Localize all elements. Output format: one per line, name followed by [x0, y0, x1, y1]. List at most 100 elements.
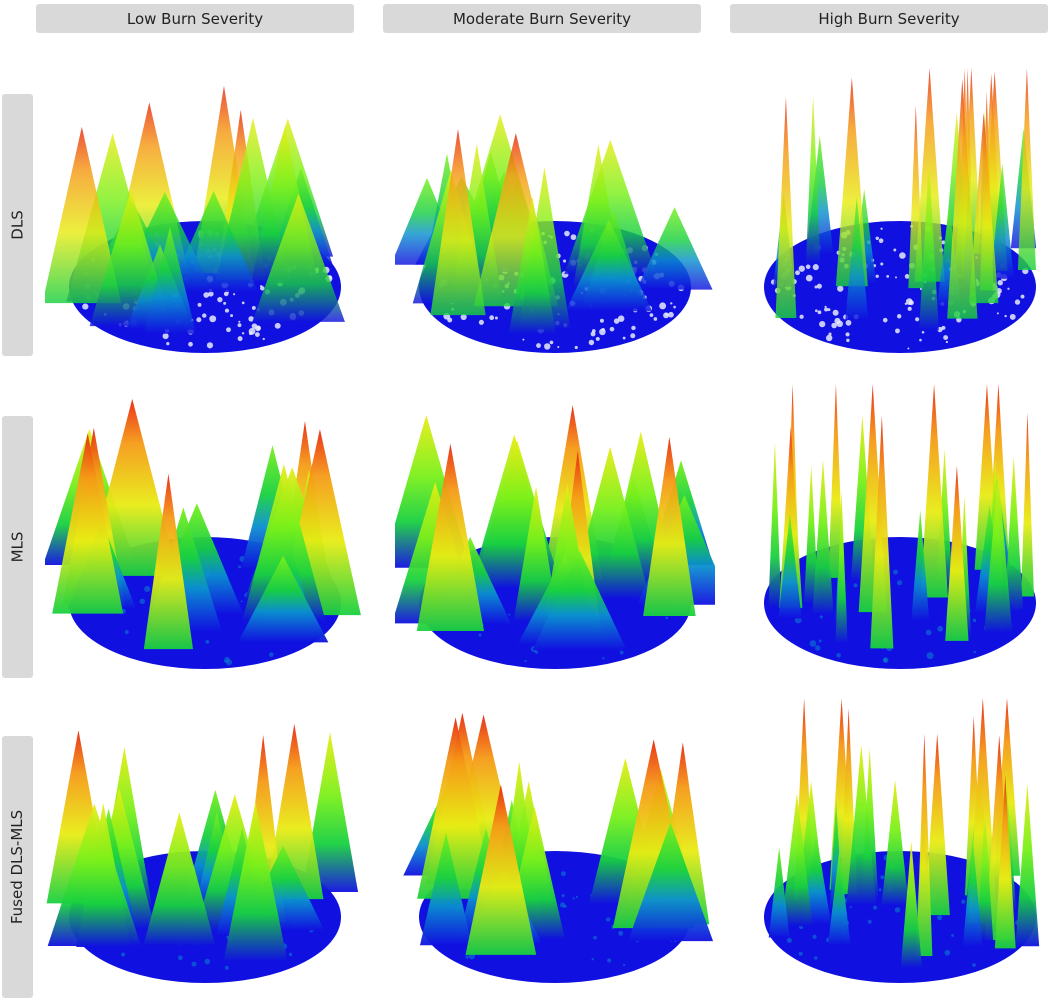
tree-point-cluster: [990, 163, 1014, 279]
point: [139, 598, 145, 605]
point: [562, 259, 567, 263]
tree-point-cluster: [636, 207, 713, 290]
point-cloud-image: [45, 85, 345, 353]
point: [827, 308, 831, 312]
point-cloud-image: [764, 68, 1037, 353]
point-cloud-dls-moderate: [395, 62, 715, 362]
point: [812, 264, 819, 271]
point: [254, 325, 261, 332]
point: [202, 313, 207, 318]
tree-point-cluster: [223, 802, 288, 962]
point: [460, 313, 467, 321]
point: [812, 934, 817, 939]
point: [915, 317, 920, 322]
tree-point-cluster: [76, 803, 131, 947]
point: [972, 618, 977, 623]
point: [819, 615, 823, 619]
tree-point-cluster: [143, 226, 197, 334]
point: [825, 334, 833, 342]
point: [945, 340, 949, 344]
point: [815, 645, 821, 651]
point: [1007, 287, 1010, 290]
tree-point-cluster: [565, 219, 653, 312]
point-cloud-image: [764, 698, 1040, 983]
point-cloud-fused-low: [45, 692, 365, 992]
point: [238, 565, 242, 569]
point: [997, 280, 1003, 286]
point: [217, 296, 223, 303]
point: [191, 961, 197, 967]
point-cloud-mls-moderate: [395, 378, 715, 678]
tree-point-cluster: [984, 472, 1013, 633]
point: [1004, 314, 1007, 318]
point: [630, 333, 636, 339]
point: [943, 335, 949, 340]
tree-point-cluster: [143, 812, 216, 946]
point-cloud-fused-moderate: [395, 692, 715, 992]
point: [599, 318, 604, 323]
point: [875, 236, 879, 241]
tree-point-cluster: [775, 96, 797, 319]
column-header-low-burn-severity: Low Burn Severity: [36, 4, 354, 33]
tree-point-cluster: [846, 744, 877, 905]
point: [846, 338, 850, 343]
tree-point-cluster: [781, 793, 813, 927]
point: [237, 336, 243, 342]
point: [613, 318, 620, 324]
point: [814, 309, 818, 313]
point: [522, 338, 525, 341]
point: [926, 652, 934, 660]
point: [896, 314, 902, 319]
point: [230, 314, 234, 318]
tree-point-cluster: [302, 732, 359, 892]
point: [849, 905, 852, 909]
point: [254, 332, 260, 337]
point-cloud-fused-high: [740, 692, 1052, 992]
point-cloud-image: [45, 398, 361, 669]
point: [818, 639, 822, 643]
point: [836, 653, 841, 658]
point: [121, 952, 126, 957]
point: [798, 951, 803, 956]
point: [853, 583, 858, 588]
point: [899, 252, 906, 259]
point: [478, 633, 482, 637]
point: [561, 894, 565, 898]
point: [206, 342, 214, 349]
tree-point-cluster: [828, 384, 844, 578]
point: [961, 899, 966, 904]
point: [224, 308, 230, 313]
tree-point-cluster: [881, 779, 909, 906]
tree-point-cluster: [416, 443, 485, 631]
point: [941, 240, 946, 245]
column-header-high-burn-severity: High Burn Severity: [730, 4, 1048, 33]
tree-point-cluster: [143, 473, 194, 650]
point-cloud-dls-high: [740, 62, 1052, 362]
point: [831, 322, 837, 329]
point: [1020, 294, 1025, 299]
tree-point-cluster: [419, 832, 473, 946]
tree-point-cluster: [924, 733, 950, 916]
point: [268, 652, 274, 657]
point: [786, 937, 792, 943]
point: [894, 276, 898, 279]
point: [919, 338, 922, 342]
point: [897, 580, 903, 586]
point: [508, 613, 511, 616]
row-header-fused-dls-mls: Fused DLS-MLS: [2, 736, 33, 998]
point: [880, 875, 885, 880]
point: [668, 311, 674, 318]
tree-point-cluster: [803, 465, 819, 604]
tree-point-cluster: [1004, 456, 1024, 612]
tree-point-cluster: [237, 555, 329, 643]
tree-point-cluster: [870, 415, 894, 649]
row-label-fused-dls-mls: Fused DLS-MLS: [8, 809, 27, 925]
tree-point-cluster: [532, 550, 627, 651]
point: [593, 935, 597, 940]
point: [609, 326, 615, 332]
point: [880, 262, 884, 266]
point: [238, 320, 241, 323]
point: [824, 305, 827, 308]
point: [663, 312, 669, 319]
point: [867, 919, 872, 924]
